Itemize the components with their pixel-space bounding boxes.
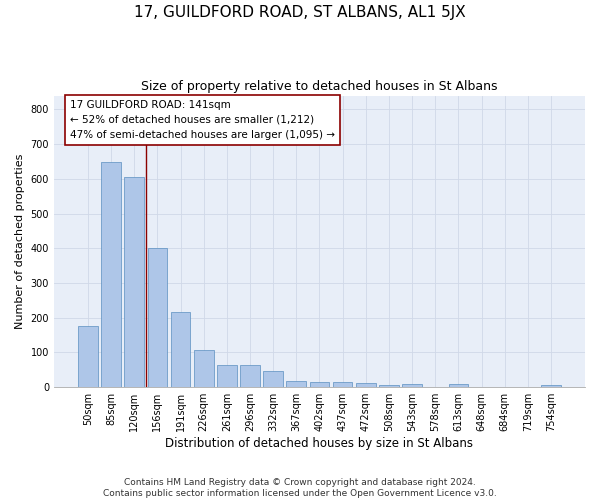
- Bar: [148, 248, 167, 387]
- Bar: [78, 326, 98, 387]
- Text: 17 GUILDFORD ROAD: 141sqm
← 52% of detached houses are smaller (1,212)
47% of se: 17 GUILDFORD ROAD: 141sqm ← 52% of detac…: [70, 100, 335, 140]
- Bar: [310, 382, 329, 387]
- Bar: [356, 382, 376, 387]
- Bar: [402, 384, 422, 387]
- Bar: [124, 177, 144, 387]
- Bar: [518, 386, 538, 387]
- Bar: [449, 384, 468, 387]
- Bar: [495, 386, 515, 387]
- Bar: [217, 364, 236, 387]
- Bar: [101, 162, 121, 387]
- Bar: [170, 312, 190, 387]
- Text: Contains HM Land Registry data © Crown copyright and database right 2024.
Contai: Contains HM Land Registry data © Crown c…: [103, 478, 497, 498]
- Bar: [240, 364, 260, 387]
- X-axis label: Distribution of detached houses by size in St Albans: Distribution of detached houses by size …: [166, 437, 473, 450]
- Title: Size of property relative to detached houses in St Albans: Size of property relative to detached ho…: [141, 80, 498, 93]
- Bar: [472, 386, 491, 387]
- Text: 17, GUILDFORD ROAD, ST ALBANS, AL1 5JX: 17, GUILDFORD ROAD, ST ALBANS, AL1 5JX: [134, 5, 466, 20]
- Bar: [194, 350, 214, 387]
- Bar: [425, 386, 445, 387]
- Bar: [333, 382, 352, 387]
- Bar: [286, 381, 306, 387]
- Bar: [379, 385, 399, 387]
- Bar: [541, 385, 561, 387]
- Y-axis label: Number of detached properties: Number of detached properties: [15, 154, 25, 329]
- Bar: [263, 370, 283, 387]
